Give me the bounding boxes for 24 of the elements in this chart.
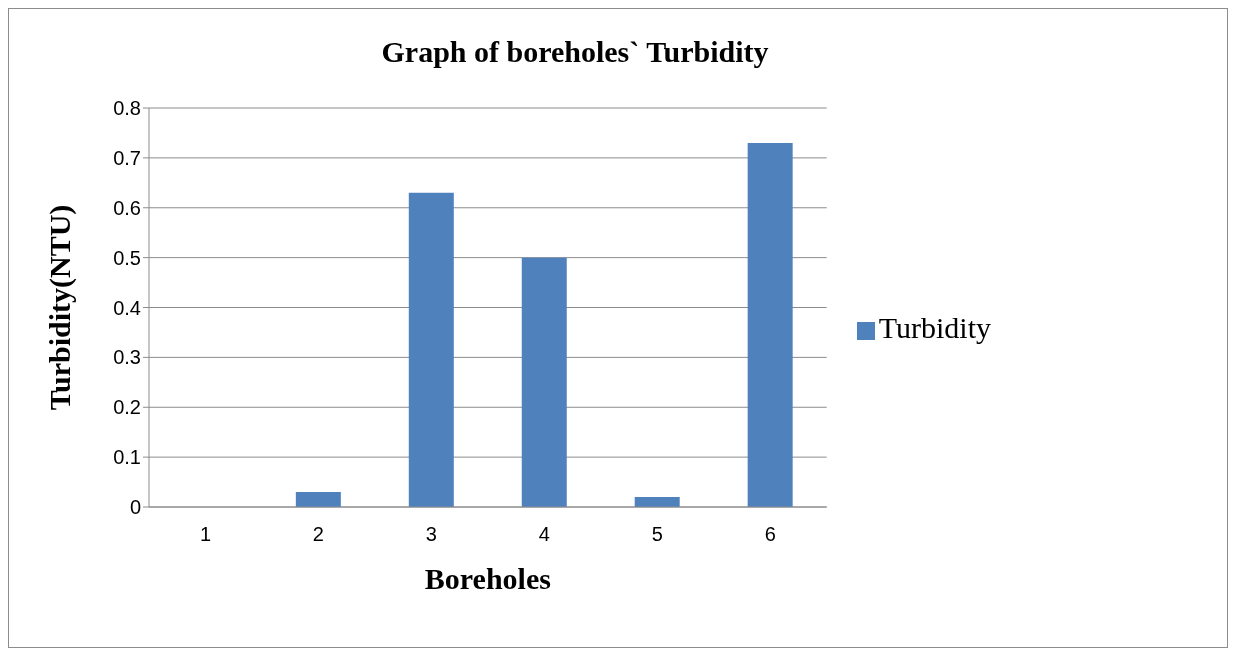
legend-label: Turbidity bbox=[878, 311, 991, 344]
bar bbox=[408, 192, 454, 507]
y-tick-label: 0.1 bbox=[113, 446, 141, 469]
bar bbox=[747, 142, 793, 507]
y-tick-label: 0.8 bbox=[113, 97, 141, 120]
bar bbox=[521, 257, 567, 507]
y-tick-label: 0 bbox=[129, 496, 141, 519]
x-tick-label: 6 bbox=[764, 523, 776, 546]
chart-title: Graph of boreholes` Turbidity bbox=[380, 35, 770, 69]
bar bbox=[295, 492, 341, 507]
y-axis-title: Turbidity(NTU) bbox=[42, 204, 77, 411]
y-tick-label: 0.4 bbox=[113, 296, 141, 319]
x-tick-label: 1 bbox=[199, 523, 212, 546]
x-tick-label: 3 bbox=[425, 523, 437, 546]
y-tick-label: 0.7 bbox=[113, 146, 141, 169]
y-tick-label: 0.2 bbox=[113, 396, 141, 419]
bar bbox=[634, 497, 680, 507]
x-axis-title: Boreholes bbox=[424, 562, 551, 595]
x-tick-label: 4 bbox=[538, 523, 550, 546]
y-tick-label: 0.5 bbox=[113, 246, 141, 269]
y-tick-label: 0.3 bbox=[113, 346, 141, 369]
x-tick-label: 2 bbox=[312, 523, 324, 546]
y-tick-label: 0.6 bbox=[113, 196, 141, 219]
x-tick-label: 5 bbox=[651, 523, 663, 546]
